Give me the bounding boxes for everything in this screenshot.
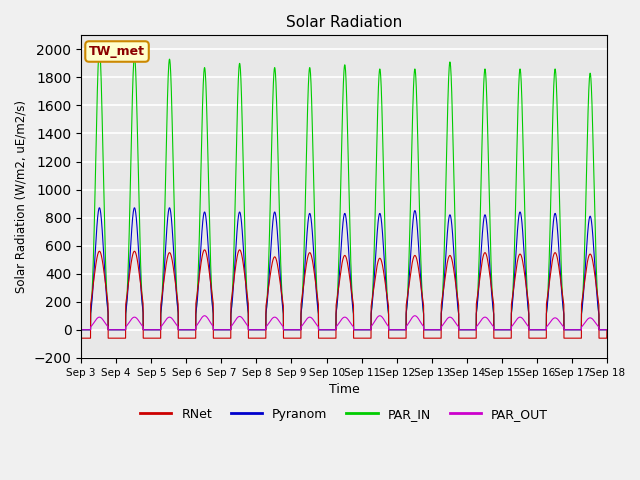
PAR_IN (602, 327, 610, 333)
PAR_OUT (462, 327, 470, 333)
Pyranom (95, 205, 103, 211)
Pyranom (433, 327, 440, 333)
RNet (492, 336, 499, 341)
PAR_IN (172, 264, 180, 269)
Legend: RNet, Pyranom, PAR_IN, PAR_OUT: RNet, Pyranom, PAR_IN, PAR_OUT (135, 403, 553, 426)
PAR_IN (77, 327, 85, 333)
X-axis label: Time: Time (329, 383, 360, 396)
Pyranom (602, 327, 610, 333)
Pyranom (462, 327, 470, 333)
Pyranom (324, 327, 332, 333)
PAR_OUT (77, 327, 85, 333)
PAR_OUT (433, 327, 440, 333)
Pyranom (492, 327, 499, 333)
Pyranom (172, 282, 180, 288)
Line: RNet: RNet (81, 250, 607, 338)
PAR_OUT (603, 327, 611, 333)
PAR_IN (603, 327, 611, 333)
RNet (462, 336, 470, 341)
Title: Solar Radiation: Solar Radiation (286, 15, 402, 30)
PAR_OUT (492, 327, 499, 333)
RNet (201, 247, 209, 253)
Line: PAR_OUT: PAR_OUT (81, 316, 607, 330)
PAR_OUT (201, 313, 209, 319)
PAR_IN (95, 47, 103, 52)
PAR_IN (492, 327, 499, 333)
PAR_IN (433, 327, 440, 333)
PAR_OUT (172, 321, 179, 326)
RNet (172, 282, 179, 288)
RNet (77, 336, 85, 341)
Pyranom (77, 327, 85, 333)
Line: PAR_IN: PAR_IN (81, 49, 607, 330)
PAR_IN (324, 327, 332, 333)
RNet (433, 336, 440, 341)
RNet (324, 336, 332, 341)
Text: TW_met: TW_met (89, 45, 145, 58)
PAR_OUT (602, 327, 610, 333)
PAR_OUT (324, 327, 332, 333)
PAR_IN (462, 327, 470, 333)
Y-axis label: Solar Radiation (W/m2, uE/m2/s): Solar Radiation (W/m2, uE/m2/s) (15, 100, 28, 293)
RNet (603, 327, 611, 333)
Pyranom (603, 327, 611, 333)
RNet (602, 336, 610, 341)
Line: Pyranom: Pyranom (81, 208, 607, 330)
